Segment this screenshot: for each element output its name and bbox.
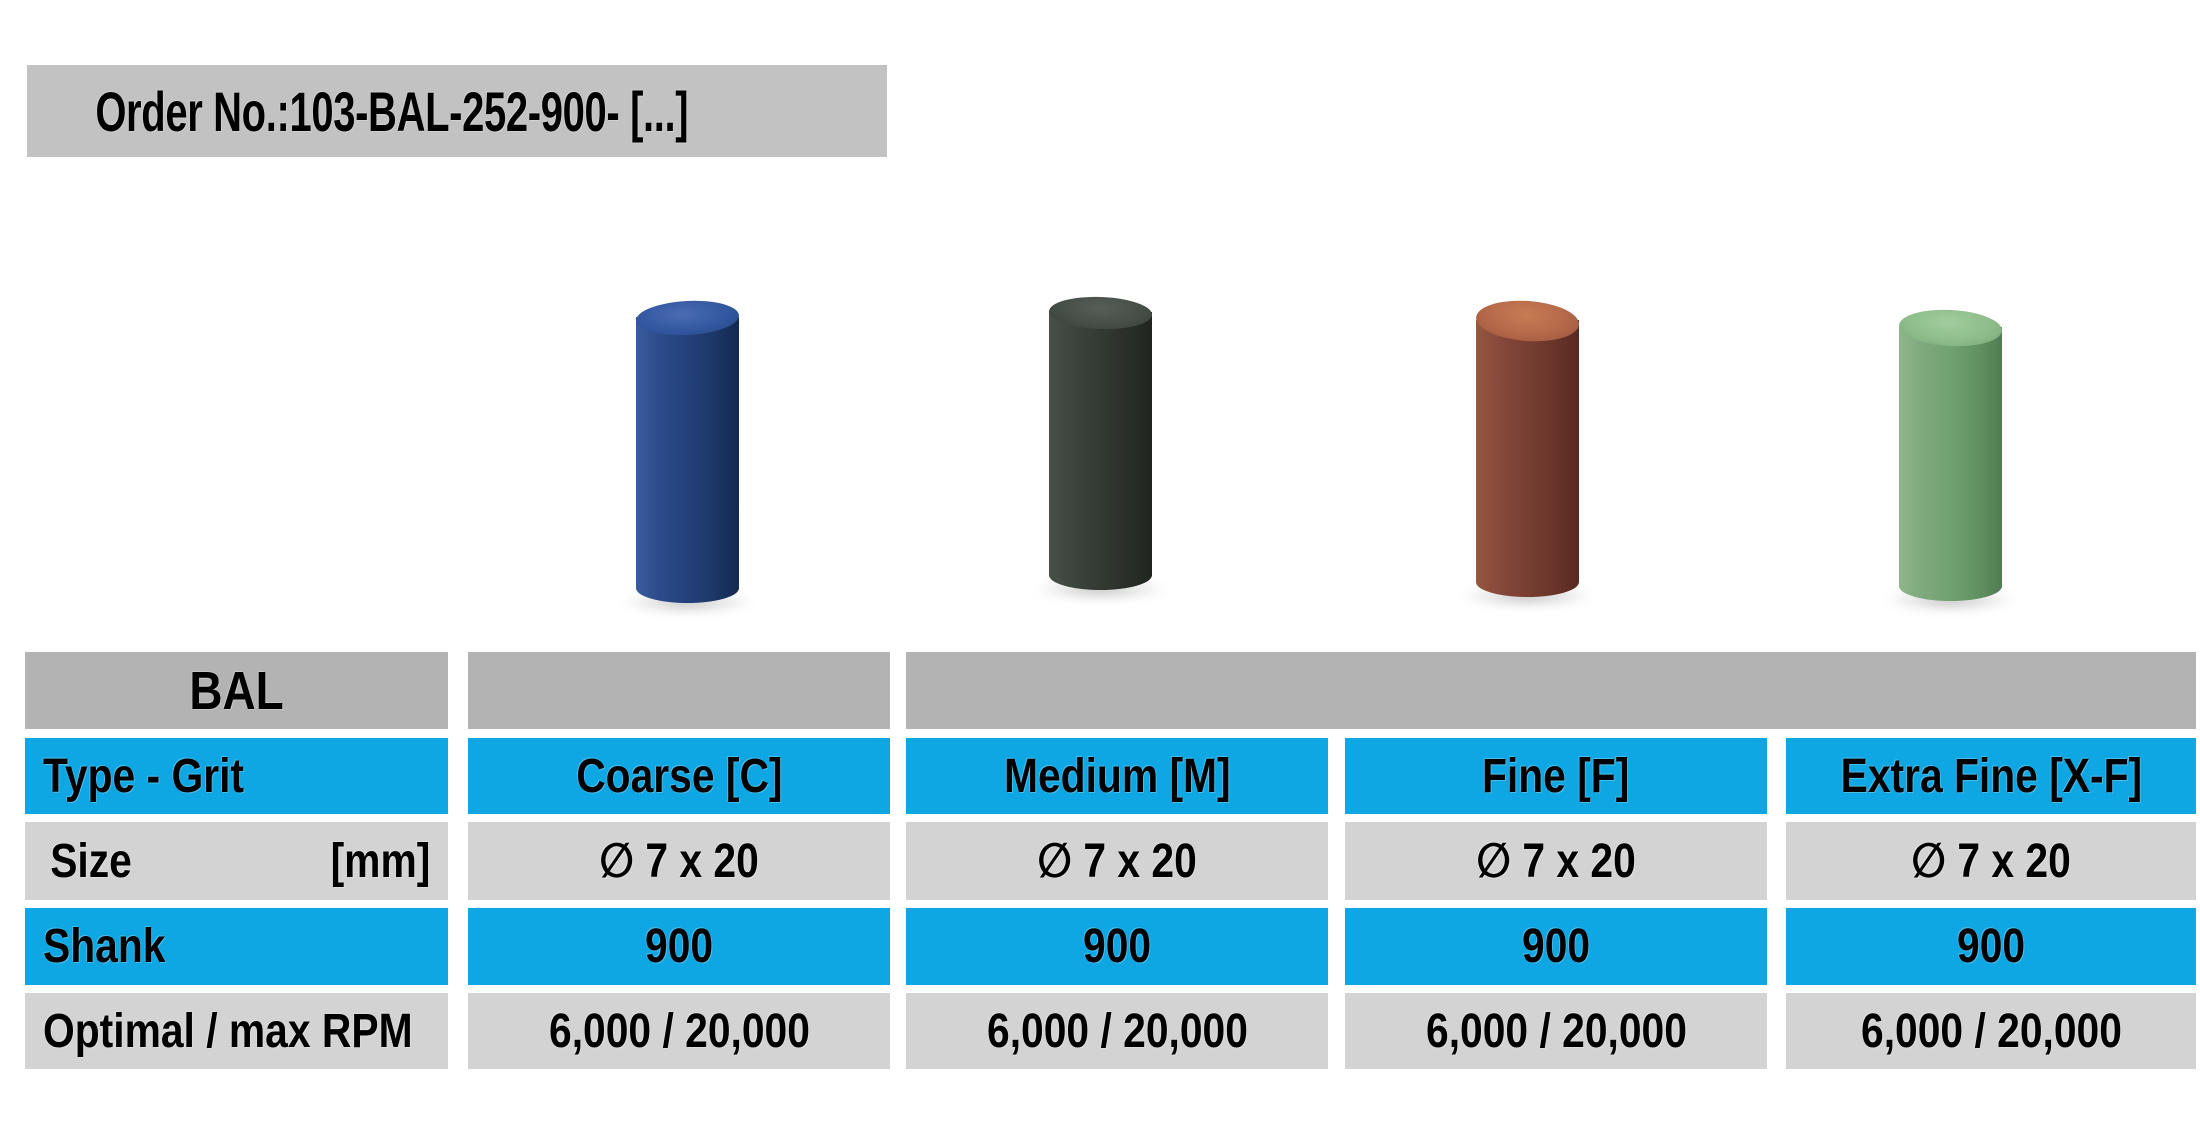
cell-text: 6,000 / 20,000 xyxy=(1425,1004,1687,1058)
cell-text: 900 xyxy=(1082,920,1152,973)
header-spacer-cell xyxy=(468,652,890,729)
row-label-size: Size [mm] xyxy=(25,822,448,900)
cell-rpm-medium: 6,000 / 20,000 xyxy=(906,993,1328,1069)
cell-text: 900 xyxy=(644,920,714,973)
cell-shank-fine: 900 xyxy=(1345,908,1767,985)
cell-size-fine: ∅ 7 x 20 xyxy=(1345,822,1767,900)
cell-text: ∅ 7 x 20 xyxy=(1037,835,1197,888)
order-number-banner: Order No.:103-BAL-252-900- [...] xyxy=(27,65,887,157)
cylinder-medium-black xyxy=(1035,295,1166,602)
order-number-text: Order No.:103-BAL-252-900- [...] xyxy=(95,79,689,143)
header-merged-cell xyxy=(906,652,2196,729)
cell-text: 6,000 / 20,000 xyxy=(986,1004,1248,1058)
row-label-text: Type - Grit xyxy=(43,749,244,803)
row-label-text: Shank xyxy=(43,920,166,973)
cell-shank-extra-fine: 900 xyxy=(1786,908,2196,985)
cell-text: Coarse [C] xyxy=(575,749,783,803)
cell-text: 6,000 / 20,000 xyxy=(1860,1004,2122,1058)
cell-size-medium: ∅ 7 x 20 xyxy=(906,822,1328,900)
cell-size-coarse: ∅ 7 x 20 xyxy=(468,822,890,900)
cell-text: ∅ 7 x 20 xyxy=(1476,835,1636,888)
cylinder-fine-red xyxy=(1462,297,1593,609)
row-label-shank: Shank xyxy=(25,908,448,985)
cylinder-body xyxy=(636,317,739,603)
cell-text: 900 xyxy=(1521,920,1591,973)
cell-rpm-fine: 6,000 / 20,000 xyxy=(1345,993,1767,1069)
row-label-type-grit: Type - Grit xyxy=(25,738,448,814)
brand-header-cell: BAL xyxy=(25,652,448,729)
cell-grit-fine: Fine [F] xyxy=(1345,738,1767,814)
cell-size-extra-fine: ∅ 7 x 20 xyxy=(1786,822,2196,900)
cell-text: 6,000 / 20,000 xyxy=(548,1004,810,1058)
cell-text: Extra Fine [X-F] xyxy=(1840,749,2142,803)
cell-text: ∅ 7 x 20 xyxy=(1911,835,2071,888)
cell-shank-medium: 900 xyxy=(906,908,1328,985)
row-unit-text: [mm] xyxy=(330,834,430,888)
cylinder-body xyxy=(1899,327,2002,601)
cell-rpm-coarse: 6,000 / 20,000 xyxy=(468,993,890,1069)
brand-label: BAL xyxy=(189,660,284,721)
cell-text: 900 xyxy=(1956,920,2026,973)
cell-text: ∅ 7 x 20 xyxy=(599,835,759,888)
cell-grit-medium: Medium [M] xyxy=(906,738,1328,814)
cylinder-extra-fine-green xyxy=(1885,307,2016,613)
cell-grit-coarse: Coarse [C] xyxy=(468,738,890,814)
cell-grit-extra-fine: Extra Fine [X-F] xyxy=(1786,738,2196,814)
cell-text: Fine [F] xyxy=(1482,749,1630,803)
cell-text: Medium [M] xyxy=(1003,749,1231,803)
cylinder-body xyxy=(1476,320,1579,597)
cell-shank-coarse: 900 xyxy=(468,908,890,985)
row-label-text: Size xyxy=(50,834,132,888)
cell-rpm-extra-fine: 6,000 / 20,000 xyxy=(1786,993,2196,1069)
row-label-rpm: Optimal / max RPM xyxy=(25,993,448,1069)
row-label-text: Optimal / max RPM xyxy=(43,1004,413,1058)
cylinder-body xyxy=(1049,312,1152,590)
cylinder-coarse-blue xyxy=(622,298,753,615)
